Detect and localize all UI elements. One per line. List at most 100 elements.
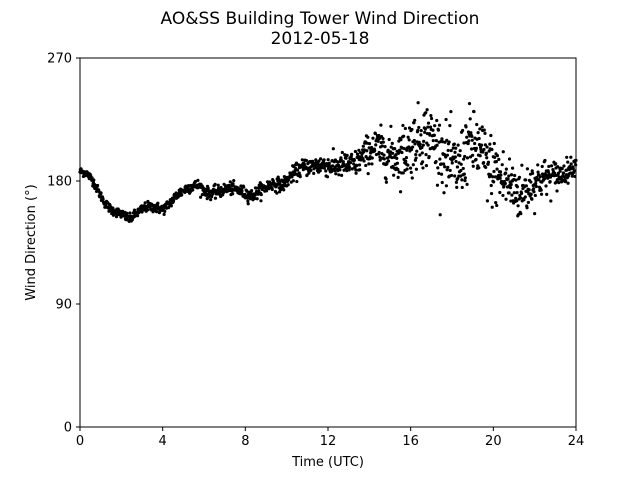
data-point — [478, 154, 482, 158]
data-point — [396, 167, 400, 171]
data-point — [510, 166, 515, 170]
data-point — [509, 199, 513, 203]
data-point — [469, 131, 473, 135]
data-point — [458, 174, 463, 178]
data-point — [119, 215, 123, 219]
data-point — [424, 164, 429, 168]
data-point — [464, 125, 468, 129]
data-point — [459, 168, 463, 173]
data-point — [253, 196, 257, 201]
data-point — [423, 127, 427, 131]
data-point — [438, 157, 442, 161]
data-point — [228, 180, 232, 184]
data-point — [362, 148, 366, 152]
data-point — [485, 145, 489, 149]
data-point — [376, 139, 380, 143]
data-point — [402, 134, 406, 138]
data-point — [530, 169, 534, 173]
data-point — [410, 127, 414, 132]
data-point — [259, 199, 263, 203]
data-point — [475, 122, 479, 127]
data-point — [325, 175, 330, 179]
data-point — [488, 173, 493, 177]
x-tick-label: 4 — [159, 434, 167, 449]
data-point — [401, 171, 405, 175]
data-point — [191, 188, 195, 192]
data-point — [383, 145, 387, 149]
data-point — [570, 174, 574, 178]
data-point — [143, 201, 147, 205]
data-point — [405, 167, 409, 171]
data-point — [92, 178, 96, 182]
data-point — [358, 168, 362, 172]
data-point — [146, 199, 150, 204]
data-point — [468, 117, 472, 121]
data-point — [453, 150, 457, 154]
data-point — [516, 212, 521, 217]
data-point — [481, 150, 485, 154]
data-point — [354, 168, 358, 172]
data-point — [524, 184, 528, 188]
data-point — [460, 178, 464, 182]
data-point — [530, 171, 535, 175]
data-point — [485, 156, 489, 160]
data-point — [489, 191, 494, 196]
data-point — [393, 147, 397, 151]
data-point — [509, 182, 513, 187]
data-point — [490, 205, 494, 209]
y-tick-label: 0 — [64, 421, 72, 436]
data-point — [454, 159, 458, 164]
data-point — [507, 157, 512, 161]
data-point — [344, 156, 348, 160]
data-point — [340, 173, 344, 177]
data-point — [380, 144, 384, 148]
x-tick-label: 24 — [568, 434, 585, 449]
data-point — [367, 142, 372, 146]
data-point — [441, 140, 445, 144]
data-point — [412, 138, 416, 143]
data-point — [525, 167, 530, 171]
data-point — [513, 173, 517, 178]
data-point — [512, 191, 516, 195]
data-point — [415, 149, 419, 153]
data-point — [435, 118, 439, 123]
data-point — [492, 141, 496, 146]
data-point — [276, 177, 281, 181]
data-point — [474, 146, 478, 150]
data-point — [518, 196, 523, 200]
data-point — [431, 128, 435, 132]
data-point — [413, 118, 417, 122]
data-point — [442, 162, 446, 166]
data-point — [413, 142, 417, 146]
data-point — [426, 143, 430, 147]
data-point — [399, 138, 403, 142]
data-point — [312, 171, 316, 175]
data-point — [566, 160, 570, 164]
data-point — [532, 187, 536, 191]
data-point — [282, 188, 286, 192]
data-point — [135, 214, 140, 218]
x-tick-label: 0 — [76, 434, 84, 449]
data-point — [480, 125, 484, 129]
data-point — [556, 165, 560, 169]
data-point — [200, 193, 204, 197]
data-point — [477, 166, 481, 170]
data-point — [338, 168, 342, 172]
data-point — [396, 175, 400, 179]
data-point — [547, 164, 551, 169]
data-point — [418, 153, 422, 157]
data-point — [523, 195, 527, 199]
data-point — [445, 153, 450, 157]
data-point — [391, 151, 395, 155]
y-axis-label: Wind Direction (°) — [24, 184, 39, 300]
data-point — [364, 163, 368, 168]
data-point — [432, 133, 436, 137]
data-point — [275, 191, 279, 195]
data-point — [470, 134, 474, 139]
data-point — [490, 147, 494, 152]
data-point — [291, 179, 295, 183]
data-point — [361, 144, 365, 148]
data-point — [366, 172, 370, 176]
data-point — [493, 175, 497, 179]
data-point — [498, 170, 503, 174]
